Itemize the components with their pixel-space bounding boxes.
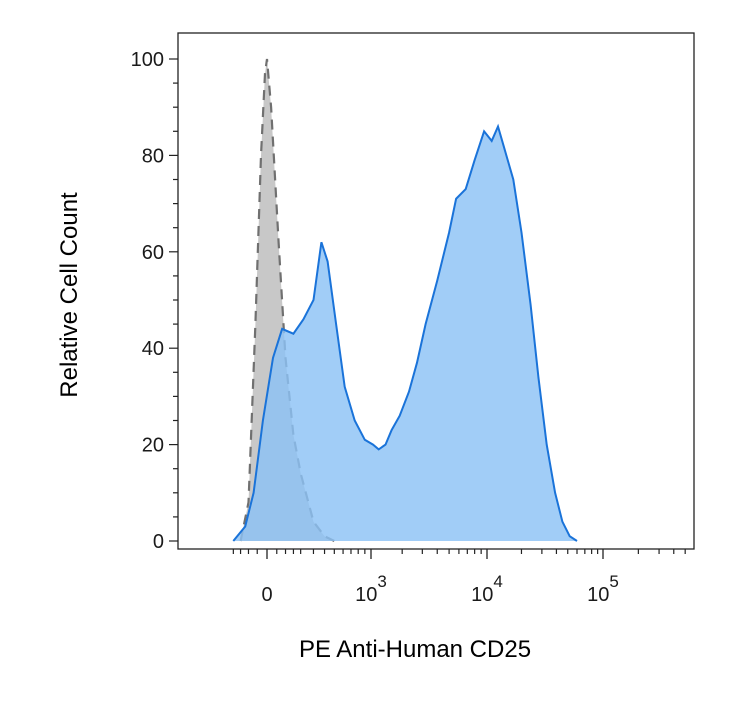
sample-histogram-outline: [232, 123, 578, 542]
histogram-areas: [232, 58, 578, 542]
y-tick-label: 100: [131, 49, 164, 71]
x-axis-title: PE Anti-Human CD25: [299, 636, 531, 663]
x-tick-label: 104: [471, 572, 503, 606]
y-tick-label: 40: [142, 338, 164, 360]
x-tick-label: 105: [587, 572, 619, 606]
y-axis: 0 20 40 60 80 100: [131, 49, 178, 553]
y-tick-label: 60: [142, 242, 164, 264]
y-tick-label: 80: [142, 145, 164, 167]
y-tick-label: 0: [153, 531, 164, 553]
y-tick-label: 20: [142, 435, 164, 457]
x-tick-label: 103: [355, 572, 387, 606]
x-tick-label: 0: [261, 584, 272, 606]
sample-histogram-fill: [233, 126, 578, 541]
y-axis-title: Relative Cell Count: [56, 192, 83, 398]
plot-frame: [177, 32, 695, 550]
x-axis: 0 103 104 105: [232, 549, 686, 606]
